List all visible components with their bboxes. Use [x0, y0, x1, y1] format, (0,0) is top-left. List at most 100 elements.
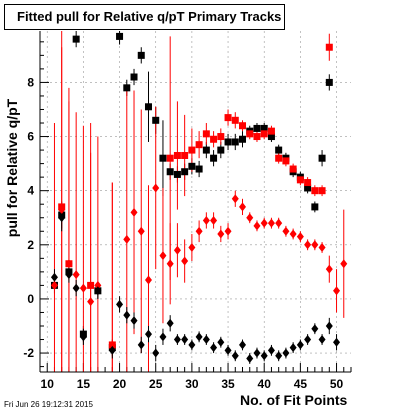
data-point-diamond: [289, 229, 297, 239]
data-point-diamond: [282, 226, 290, 236]
data-point-diamond: [79, 283, 87, 293]
data-point-diamond: [318, 243, 326, 253]
data-point-diamond: [318, 335, 326, 345]
data-point-square: [87, 281, 95, 289]
data-point-square: [137, 51, 145, 59]
data-point-diamond: [195, 226, 203, 236]
data-point-square: [325, 78, 333, 86]
data-point-square: [202, 146, 210, 154]
data-point-diamond: [217, 229, 225, 239]
data-point-square: [166, 168, 174, 176]
data-point-diamond: [202, 215, 210, 225]
data-point-diamond: [130, 316, 138, 326]
data-point-diamond: [224, 345, 232, 355]
data-point-diamond: [217, 337, 225, 347]
y-tick-label: 2: [27, 238, 34, 252]
data-point-square: [275, 146, 283, 154]
data-point-square: [217, 146, 225, 154]
data-point-diamond: [210, 343, 218, 353]
data-point-square: [130, 73, 138, 81]
x-tick-label: 15: [77, 377, 91, 391]
data-point-square: [231, 138, 239, 146]
data-point-diamond: [304, 240, 312, 250]
data-point-square: [224, 114, 232, 122]
data-point-square: [289, 165, 297, 173]
data-point-square: [181, 168, 189, 176]
data-point-square: [296, 176, 304, 184]
data-point-diamond: [275, 218, 283, 228]
data-point-square: [166, 154, 174, 162]
x-tick-label: 30: [185, 377, 199, 391]
y-tick-label: 8: [27, 75, 34, 89]
data-point-diamond: [224, 226, 232, 236]
data-point-diamond: [108, 345, 116, 355]
data-point-square: [260, 124, 268, 132]
data-point-square: [311, 187, 319, 195]
data-point-square: [144, 103, 152, 111]
data-point-square: [159, 154, 167, 162]
data-point-diamond: [253, 348, 261, 358]
data-point-square: [311, 203, 319, 211]
data-point-square: [173, 151, 181, 159]
data-point-square: [267, 127, 275, 135]
y-tick-label: 4: [27, 184, 34, 198]
data-point-square: [253, 133, 261, 141]
title-box: Fitted pull for Relative q/pT Primary Tr…: [4, 4, 285, 30]
data-point-diamond: [267, 345, 275, 355]
data-point-diamond: [246, 353, 254, 363]
data-point-diamond: [282, 348, 290, 358]
data-point-diamond: [58, 205, 66, 215]
data-point-diamond: [239, 340, 247, 350]
data-point-square: [173, 170, 181, 178]
y-tick-label: -2: [23, 346, 34, 360]
data-point-square: [253, 124, 261, 132]
data-point-square: [304, 179, 312, 187]
x-axis-label: No. of Fit Points: [240, 392, 348, 408]
data-point-diamond: [311, 240, 319, 250]
data-point-diamond: [304, 335, 312, 345]
data-point-diamond: [137, 226, 145, 236]
data-point-diamond: [325, 264, 333, 274]
data-point-diamond: [137, 340, 145, 350]
data-point-diamond: [275, 351, 283, 361]
data-point-diamond: [311, 324, 319, 334]
data-point-diamond: [210, 215, 218, 225]
data-point-diamond: [94, 280, 102, 290]
data-point-diamond: [79, 332, 87, 342]
data-point-square: [195, 165, 203, 173]
y-axis-label: pull for Relative q/pT: [4, 98, 20, 238]
data-point-diamond: [152, 348, 160, 358]
data-point-diamond: [260, 218, 268, 228]
data-point-square: [318, 187, 326, 195]
data-point-diamond: [181, 335, 189, 345]
data-point-diamond: [94, 286, 102, 296]
x-tick-label: 40: [258, 377, 272, 391]
data-point-square: [217, 133, 225, 141]
data-point-diamond: [159, 332, 167, 342]
data-point-diamond: [188, 340, 196, 350]
data-point-square: [202, 130, 210, 138]
data-point-square: [304, 184, 312, 192]
data-point-square: [239, 135, 247, 143]
data-point-diamond: [123, 310, 131, 320]
data-point-square: [224, 138, 232, 146]
data-point-diamond: [58, 213, 66, 223]
data-point-diamond: [296, 232, 304, 242]
data-point-diamond: [340, 259, 348, 269]
data-point-square: [275, 154, 283, 162]
x-tick-label: 35: [221, 377, 235, 391]
data-point-diamond: [166, 259, 174, 269]
data-point-diamond: [65, 259, 73, 269]
data-point-square: [152, 116, 160, 124]
data-point-square: [195, 141, 203, 149]
timestamp: Fri Jun 26 19:12:31 2015: [4, 400, 93, 409]
data-point-diamond: [333, 337, 341, 347]
chart-title: Fitted pull for Relative q/pT Primary Tr…: [17, 9, 282, 24]
data-point-diamond: [239, 202, 247, 212]
data-point-diamond: [87, 297, 95, 307]
data-point-diamond: [173, 335, 181, 345]
data-point-square: [260, 130, 268, 138]
data-point-diamond: [333, 286, 341, 296]
data-point-square: [188, 162, 196, 170]
